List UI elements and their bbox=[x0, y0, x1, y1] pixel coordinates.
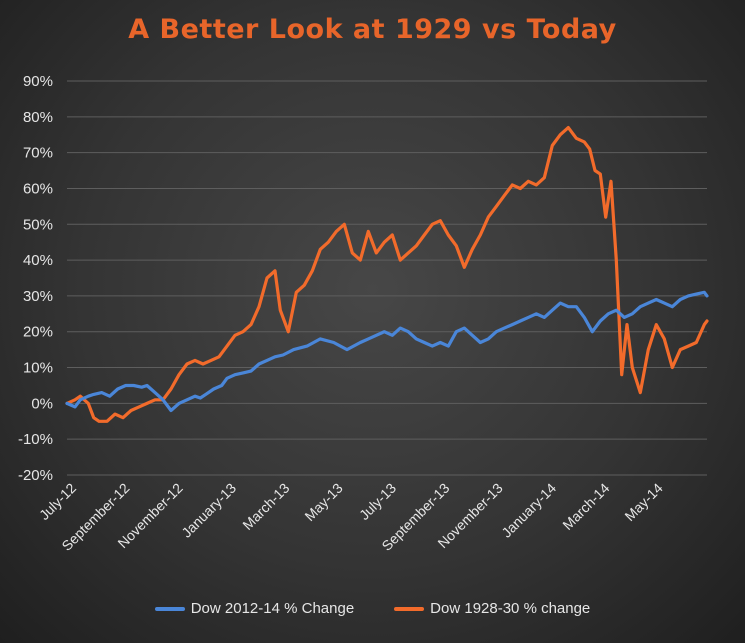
series-line-dow-1928-30 bbox=[65, 125, 709, 423]
legend-swatch-dow-1928-30 bbox=[394, 606, 425, 611]
x-tick-label: March-13 bbox=[239, 480, 292, 533]
chart-title: A Better Look at 1929 vs Today bbox=[128, 14, 617, 45]
chart-legend: Dow 2012-14 % Change Dow 1928-30 % chang… bbox=[0, 600, 745, 617]
legend-label-dow-2012-14: Dow 2012-14 % Change bbox=[190, 600, 355, 617]
y-tick-label: 10% bbox=[23, 360, 53, 377]
y-tick-label: 90% bbox=[23, 73, 53, 90]
x-tick-label: March-14 bbox=[559, 480, 612, 533]
y-tick-label: 60% bbox=[23, 180, 53, 197]
y-tick-label: -10% bbox=[18, 431, 53, 448]
y-tick-label: 40% bbox=[23, 252, 53, 269]
x-axis-tick-labels: July-12September-12November-12January-13… bbox=[36, 480, 666, 554]
y-tick-label: -20% bbox=[18, 467, 53, 484]
y-tick-label: 50% bbox=[23, 216, 53, 233]
legend-item-dow-1928-30: Dow 1928-30 % change bbox=[394, 600, 590, 617]
x-tick-label: May-14 bbox=[621, 480, 665, 524]
x-tick-label: July-12 bbox=[36, 480, 79, 523]
x-tick-label: January-14 bbox=[498, 480, 559, 541]
series-line-dow-2012-14 bbox=[65, 290, 709, 413]
y-tick-label: 0% bbox=[31, 395, 53, 412]
series-lines bbox=[65, 125, 709, 423]
legend-swatch-dow-2012-14 bbox=[154, 606, 185, 611]
legend-item-dow-2012-14: Dow 2012-14 % Change bbox=[154, 600, 355, 617]
legend-label-dow-1928-30: Dow 1928-30 % change bbox=[430, 600, 591, 617]
y-tick-label: 80% bbox=[23, 109, 53, 126]
x-tick-label: July-13 bbox=[356, 480, 399, 523]
x-tick-label: January-13 bbox=[178, 480, 239, 541]
y-tick-label: 70% bbox=[23, 145, 53, 162]
y-axis-tick-labels: -20% -10% 0% 10% 20% 30% 40% 50% 60% 70% 80% 90% bbox=[18, 73, 53, 484]
y-tick-label: 20% bbox=[23, 324, 53, 341]
x-tick-label: May-13 bbox=[301, 480, 345, 524]
gridlines bbox=[67, 80, 707, 476]
y-tick-label: 30% bbox=[23, 288, 53, 305]
